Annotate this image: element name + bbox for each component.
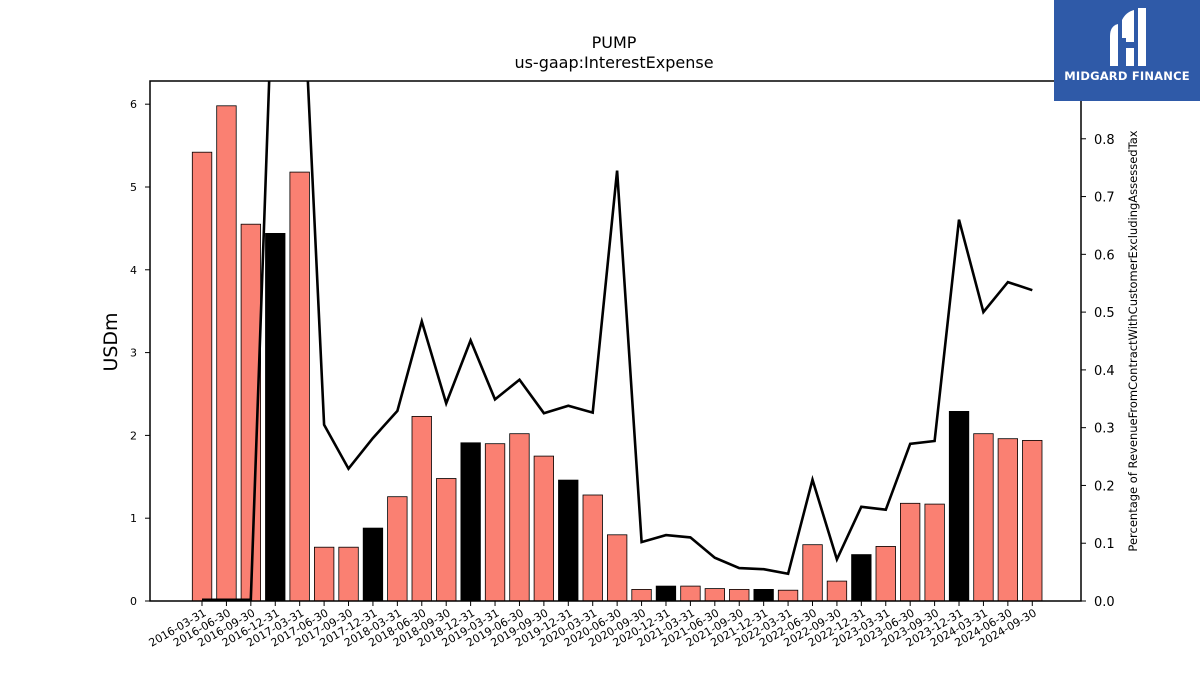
y2-tick-label: 0.8 <box>1094 133 1115 148</box>
bar <box>631 589 652 602</box>
y-tick-label: 6 <box>130 98 137 111</box>
bar <box>460 442 481 602</box>
y2-tick-label: 0.4 <box>1094 364 1115 379</box>
bar <box>704 588 725 602</box>
bar <box>924 503 945 602</box>
y-tick-label: 5 <box>130 181 137 194</box>
midgard-logo-icon <box>1110 8 1146 66</box>
bar <box>338 546 359 602</box>
bar <box>973 433 994 602</box>
bar <box>265 232 286 602</box>
y-tick-label: 2 <box>130 429 137 442</box>
y-tick-label: 3 <box>130 347 137 360</box>
midgard-finance-logo: MIDGARD FINANCE <box>1054 0 1200 101</box>
bar <box>216 105 237 602</box>
y-axis-label: USDm <box>100 312 122 371</box>
y2-tick-label: 0.5 <box>1094 306 1115 321</box>
y-tick-label: 1 <box>130 512 137 525</box>
bar <box>948 410 970 602</box>
y2-tick-label: 0.1 <box>1094 537 1115 552</box>
bar <box>1022 439 1043 602</box>
bar <box>875 546 896 602</box>
y-tick-label: 4 <box>130 264 137 277</box>
bar <box>655 585 677 602</box>
bar <box>191 151 213 602</box>
y2-tick-label: 0.6 <box>1094 248 1115 263</box>
bar <box>826 580 848 602</box>
bar <box>289 171 310 602</box>
bar <box>607 534 628 602</box>
bar <box>997 438 1018 602</box>
bar <box>777 589 799 602</box>
bar <box>533 455 554 602</box>
bar <box>509 433 530 602</box>
y2-tick-label: 0.0 <box>1094 595 1115 610</box>
chart-title: PUMP <box>592 33 637 52</box>
bar <box>313 546 335 602</box>
bar <box>484 443 506 602</box>
bar <box>753 589 774 602</box>
bar <box>362 527 384 602</box>
y2-tick-label: 0.7 <box>1094 191 1115 206</box>
y-tick-label: 0 <box>130 595 137 608</box>
y2-tick-label: 0.2 <box>1094 479 1115 494</box>
bar <box>411 415 432 602</box>
bar <box>680 585 701 602</box>
bar <box>558 479 579 602</box>
series-line <box>202 81 1033 601</box>
bar <box>851 554 872 602</box>
bar <box>802 544 823 602</box>
logo-text: MIDGARD FINANCE <box>1064 69 1190 83</box>
y2-axis-label: Percentage of RevenueFromContractWithCus… <box>1126 130 1140 551</box>
bar <box>387 496 408 602</box>
bar <box>436 478 457 602</box>
chart-subtitle: us-gaap:InterestExpense <box>514 53 713 72</box>
plot-frame <box>149 80 1082 602</box>
bar <box>582 494 603 602</box>
y2-tick-label: 0.3 <box>1094 422 1115 437</box>
bar <box>729 589 750 602</box>
bar <box>900 502 921 602</box>
